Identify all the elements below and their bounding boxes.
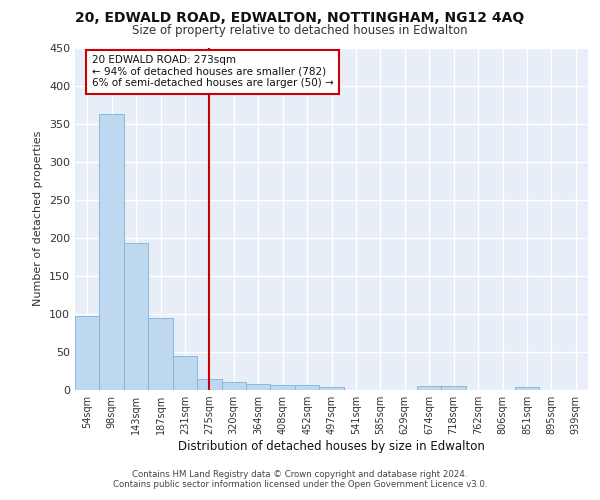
Bar bbox=[100, 114, 124, 390]
Bar bbox=[417, 386, 442, 390]
X-axis label: Distribution of detached houses by size in Edwalton: Distribution of detached houses by size … bbox=[178, 440, 485, 453]
Bar bbox=[75, 316, 100, 390]
Y-axis label: Number of detached properties: Number of detached properties bbox=[34, 131, 43, 306]
Bar bbox=[246, 384, 271, 390]
Bar bbox=[295, 386, 319, 390]
Bar bbox=[442, 386, 466, 390]
Text: 20 EDWALD ROAD: 273sqm
← 94% of detached houses are smaller (782)
6% of semi-det: 20 EDWALD ROAD: 273sqm ← 94% of detached… bbox=[92, 55, 334, 88]
Text: 20, EDWALD ROAD, EDWALTON, NOTTINGHAM, NG12 4AQ: 20, EDWALD ROAD, EDWALTON, NOTTINGHAM, N… bbox=[76, 11, 524, 25]
Text: Contains HM Land Registry data © Crown copyright and database right 2024.
Contai: Contains HM Land Registry data © Crown c… bbox=[113, 470, 487, 489]
Text: Size of property relative to detached houses in Edwalton: Size of property relative to detached ho… bbox=[132, 24, 468, 37]
Bar bbox=[173, 356, 197, 390]
Bar bbox=[148, 318, 173, 390]
Bar bbox=[124, 243, 148, 390]
Bar bbox=[271, 384, 295, 390]
Bar bbox=[197, 378, 221, 390]
Bar bbox=[319, 387, 344, 390]
Bar bbox=[221, 382, 246, 390]
Bar bbox=[515, 387, 539, 390]
